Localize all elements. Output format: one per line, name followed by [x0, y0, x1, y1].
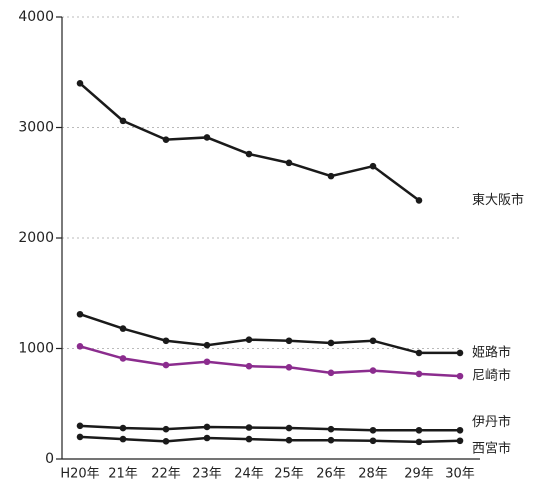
- x-tick-label: 26年: [316, 467, 346, 482]
- data-point: [456, 372, 464, 380]
- data-point: [245, 362, 253, 370]
- data-point: [369, 437, 377, 445]
- x-tick-label: 28年: [358, 467, 388, 482]
- data-point: [327, 339, 335, 347]
- y-tick-label: 0: [45, 451, 54, 467]
- data-point: [415, 438, 423, 446]
- x-tick-label: 25年: [274, 467, 304, 482]
- data-point: [415, 370, 423, 378]
- data-point: [162, 425, 170, 433]
- series-label: 東大阪市: [472, 192, 524, 208]
- series-label: 西宮市: [472, 440, 511, 456]
- data-point: [245, 336, 253, 343]
- y-tick-label: 4000: [18, 9, 54, 25]
- data-point: [76, 433, 84, 441]
- data-point: [162, 438, 170, 445]
- series-line: [79, 345, 461, 378]
- series-line: [79, 82, 420, 202]
- data-point: [119, 424, 127, 432]
- data-point: [369, 162, 377, 170]
- data-point: [203, 358, 211, 366]
- data-point: [327, 425, 335, 433]
- data-point: [285, 363, 293, 371]
- data-point: [327, 172, 335, 180]
- x-tick-label: 22年: [151, 467, 181, 482]
- x-tick-label: 29年: [404, 467, 434, 482]
- data-point: [203, 341, 211, 349]
- series-line: [79, 435, 461, 444]
- data-point: [327, 369, 335, 377]
- data-point: [285, 424, 293, 432]
- x-tick-label: 23年: [192, 467, 222, 482]
- y-tick-label: 2000: [18, 230, 54, 246]
- data-point: [415, 426, 423, 434]
- data-point: [245, 424, 253, 431]
- data-point: [119, 117, 127, 125]
- data-point: [285, 159, 293, 167]
- data-point: [76, 422, 84, 430]
- data-point: [456, 426, 464, 434]
- y-tick-label: 3000: [18, 120, 54, 136]
- series-label: 姫路市: [472, 344, 511, 360]
- data-point: [76, 310, 84, 318]
- data-point: [245, 435, 253, 443]
- data-point: [76, 80, 84, 87]
- data-point: [456, 349, 464, 357]
- x-tick-label: 30年: [445, 467, 475, 482]
- data-point: [162, 136, 170, 143]
- data-point: [369, 426, 377, 434]
- data-point: [369, 367, 377, 374]
- series-label: 尼崎市: [472, 368, 511, 384]
- data-point: [203, 423, 211, 431]
- series-label: 伊丹市: [472, 414, 511, 430]
- data-point: [456, 437, 464, 445]
- x-tick-label: 21年: [108, 467, 138, 482]
- data-point: [415, 197, 423, 204]
- x-tick-label: 24年: [234, 467, 264, 482]
- data-point: [369, 337, 377, 345]
- x-tick-label: H20年: [60, 467, 99, 482]
- data-point: [119, 325, 127, 332]
- data-point: [327, 436, 335, 444]
- y-tick-label: 1000: [18, 341, 54, 357]
- data-point: [162, 337, 170, 345]
- data-point: [76, 342, 84, 350]
- data-point: [245, 150, 253, 158]
- series-line: [79, 424, 460, 432]
- data-point: [285, 436, 293, 444]
- data-point: [285, 337, 293, 345]
- data-point: [415, 349, 423, 357]
- data-point: [162, 361, 170, 369]
- data-point: [119, 355, 127, 362]
- series-line: [79, 313, 460, 355]
- data-point: [203, 134, 211, 141]
- data-point: [203, 434, 211, 442]
- data-point: [119, 435, 127, 443]
